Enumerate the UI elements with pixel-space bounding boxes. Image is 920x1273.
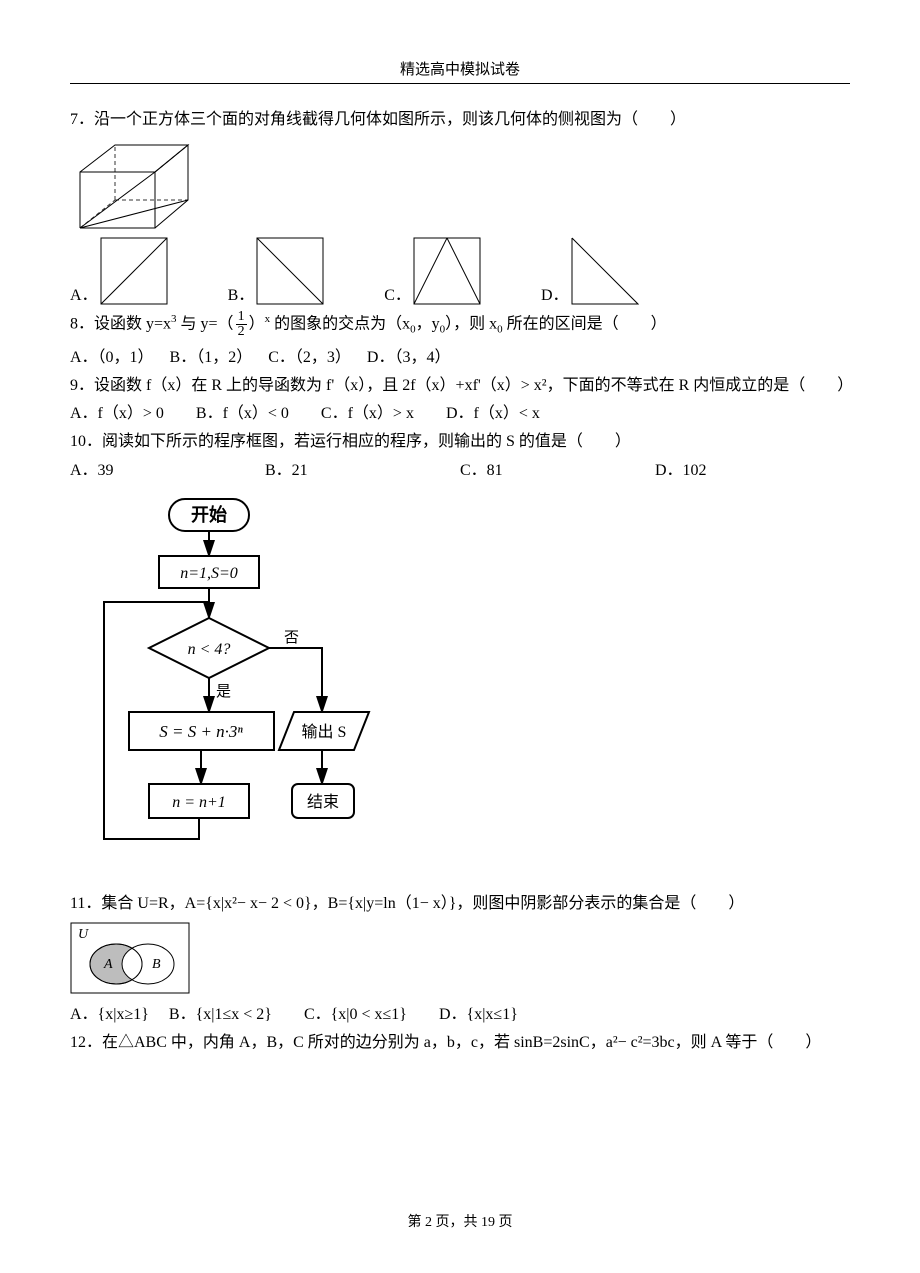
header-rule xyxy=(70,83,850,84)
q8-t5: ，y xyxy=(416,315,440,332)
q8-t7: 所在的区间是（ ） xyxy=(503,315,667,332)
q7-optA-icon xyxy=(100,237,168,305)
q7-option-b[interactable]: B． xyxy=(228,237,325,305)
q9-options: A．f（x）> 0 B．f（x）< 0 C．f（x）> x D．f（x）< x xyxy=(70,400,850,428)
venn-B: B xyxy=(152,957,161,972)
q10-opt-d[interactable]: D．102 xyxy=(655,458,850,484)
q7-optB-icon xyxy=(256,237,324,305)
q10-opt-a[interactable]: A．39 xyxy=(70,458,265,484)
q8-t2: 与 y=（ xyxy=(177,315,234,332)
q8-stem: 8．设函数 y=x3 与 y=（12）x 的图象的交点为（x0，y0），则 x0… xyxy=(70,305,850,344)
footer-mid: 页，共 xyxy=(432,1215,481,1230)
q8-frac-n: 1 xyxy=(236,310,247,325)
q10-flowchart: 开始 n=1,S=0 n < 4? 否 是 S = S + n·3ⁿ 输出 S … xyxy=(74,494,374,879)
q11-options: A．{x|x≥1} B．{x|1≤x < 2} C．{x|0 < x≤1} D．… xyxy=(70,1001,850,1029)
page-header: 精选高中模拟试卷 xyxy=(70,58,850,81)
q7-options-row: A． B． C． D． xyxy=(70,237,850,305)
q7-optD-icon xyxy=(571,237,639,305)
q11-stem: 11．集合 U=R，A={x|x²− x− 2 < 0}，B={x|y=ln（1… xyxy=(70,890,850,918)
page-footer: 第 2 页，共 19 页 xyxy=(0,1211,920,1231)
q7-label-d: D． xyxy=(541,281,569,305)
q7-optC-icon xyxy=(413,237,481,305)
q7-option-d[interactable]: D． xyxy=(541,237,639,305)
q12-stem: 12．在△ABC 中，内角 A，B，C 所对的边分别为 a，b，c，若 sinB… xyxy=(70,1029,850,1057)
q7-stem: 7．沿一个正方体三个面的对角线截得几何体如图所示，则该几何体的侧视图为（ ） xyxy=(70,106,850,134)
q10-stem: 10．阅读如下所示的程序框图，若运行相应的程序，则输出的 S 的值是（ ） xyxy=(70,428,850,456)
q7-option-a[interactable]: A． xyxy=(70,237,168,305)
flow-cond: n < 4? xyxy=(188,641,231,658)
q7-label-b: B． xyxy=(228,281,255,305)
q11-venn: U A B xyxy=(70,922,190,994)
q9-stem: 9．设函数 f（x）在 R 上的导函数为 f'（x），且 2f（x）+xf'（x… xyxy=(70,372,850,400)
q7-option-c[interactable]: C． xyxy=(384,237,481,305)
footer-total: 19 xyxy=(481,1215,495,1230)
flow-no: 否 xyxy=(284,630,299,646)
footer-suf: 页 xyxy=(495,1215,513,1230)
q8-t6: ），则 x xyxy=(445,315,497,332)
q8-frac-d: 2 xyxy=(236,325,247,339)
q8-t1: 8．设函数 y=x xyxy=(70,315,171,332)
q8-t4: 的图象的交点为（x xyxy=(270,315,410,332)
footer-pre: 第 xyxy=(408,1215,426,1230)
q7-figure xyxy=(70,140,200,235)
q8-fraction: 12 xyxy=(234,310,249,339)
venn-U: U xyxy=(78,927,89,942)
flow-start: 开始 xyxy=(191,504,227,525)
flow-out: 输出 S xyxy=(302,723,347,741)
q10-options: A．39 B．21 C．81 D．102 xyxy=(70,458,850,484)
q10-opt-c[interactable]: C．81 xyxy=(460,458,655,484)
flow-yes: 是 xyxy=(216,684,231,700)
footer-page: 2 xyxy=(425,1215,432,1230)
q7-label-a: A． xyxy=(70,281,98,305)
flow-step: S = S + n·3ⁿ xyxy=(159,722,243,741)
page: 精选高中模拟试卷 7．沿一个正方体三个面的对角线截得几何体如图所示，则该几何体的… xyxy=(0,0,920,1273)
flow-end: 结束 xyxy=(307,793,339,811)
flow-init: n=1,S=0 xyxy=(180,565,238,582)
q8-t3: ） xyxy=(249,315,265,332)
q10-opt-b[interactable]: B．21 xyxy=(265,458,460,484)
flow-inc: n = n+1 xyxy=(172,794,226,811)
q8-options: A．（0，1） B．（1，2） C．（2，3） D．（3，4） xyxy=(70,344,850,372)
q7-label-c: C． xyxy=(384,281,411,305)
venn-A: A xyxy=(103,957,113,972)
